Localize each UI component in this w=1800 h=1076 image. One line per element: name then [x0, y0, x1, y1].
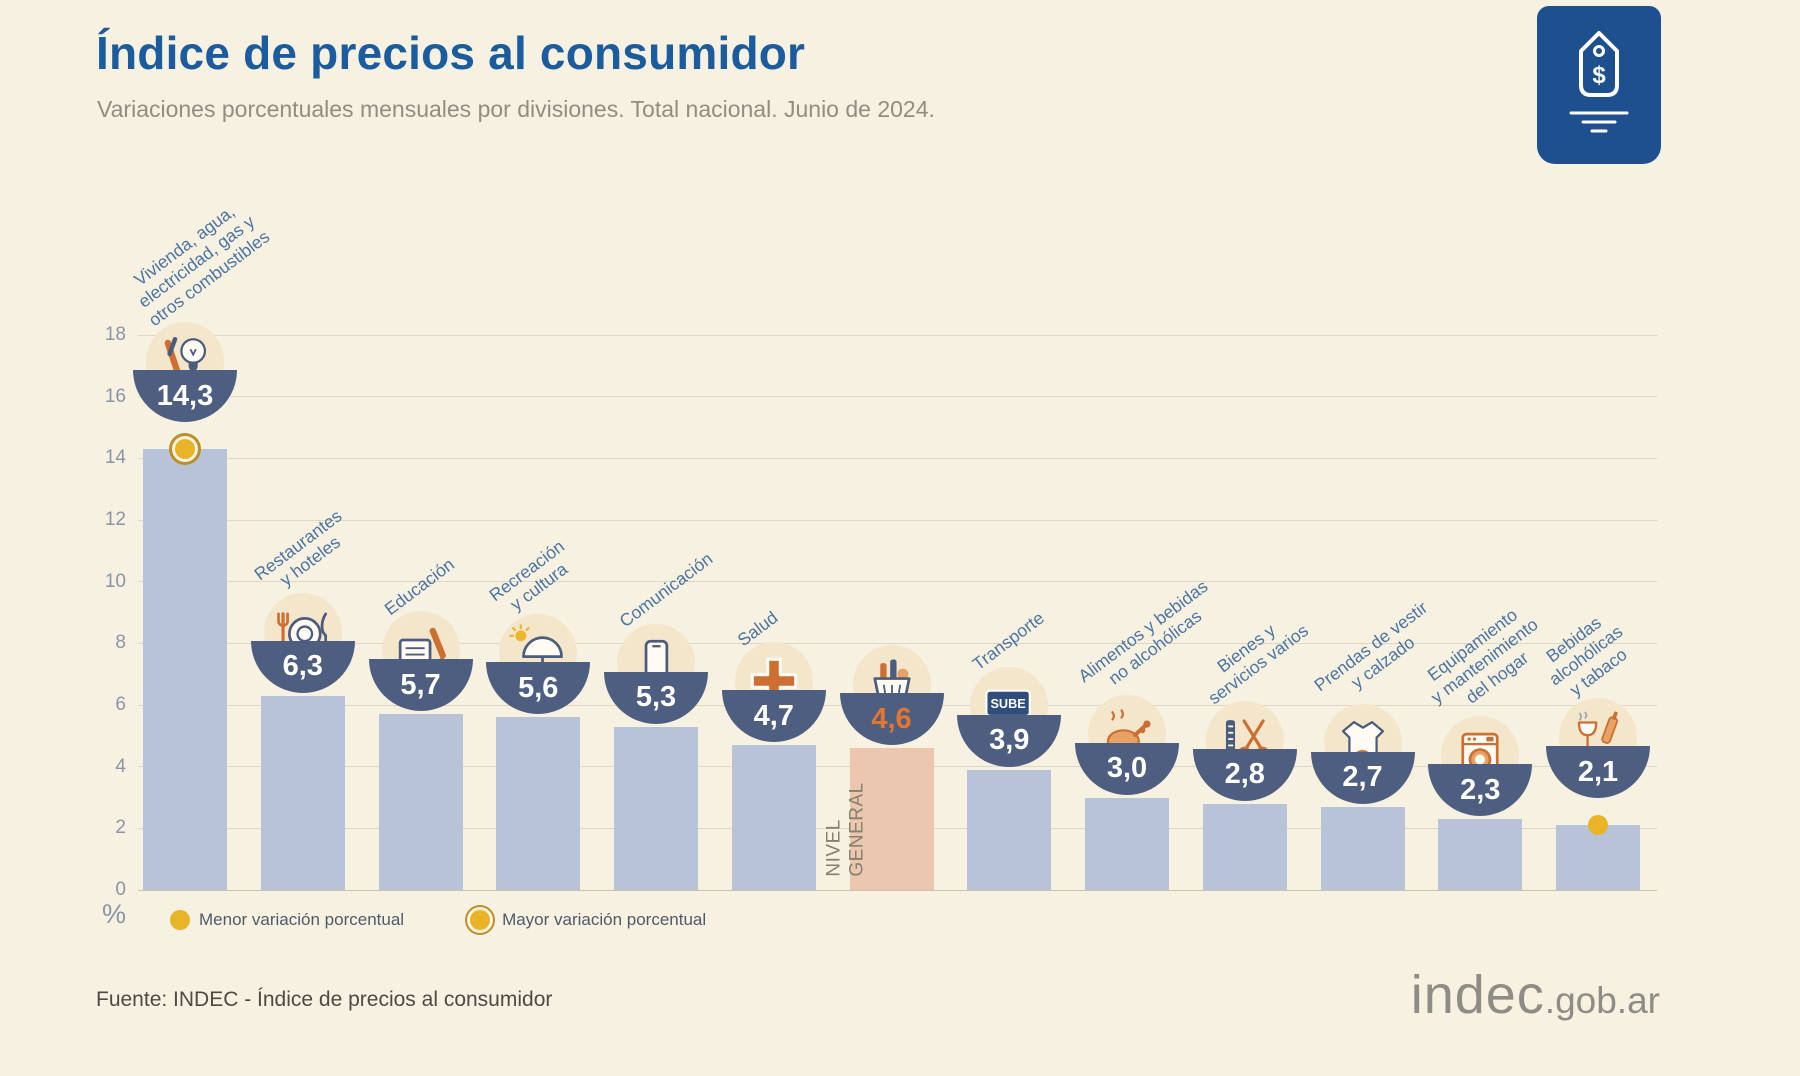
price-tag-logo: $: [1537, 6, 1661, 164]
value-badge: 5,7: [368, 611, 473, 712]
axis-tick-label: 8: [115, 632, 126, 654]
gridline: [138, 889, 1657, 891]
value-badge: 14,3: [133, 322, 237, 423]
axis-tick-label: 0: [115, 879, 126, 900]
min-variation-marker: [1588, 815, 1608, 836]
value-badge: 2,7: [1310, 703, 1415, 804]
gridline: [138, 642, 1657, 644]
value-badge: 6,3: [250, 592, 355, 693]
indec-logo-word: indec: [1410, 965, 1545, 1025]
value-bowl: 5,6: [486, 662, 591, 715]
value-bowl: 3,9: [957, 714, 1062, 767]
value-bowl: 4,6: [839, 693, 944, 746]
bar-educacion: [378, 714, 463, 890]
bar-comunicacion: [614, 726, 698, 890]
value-bowl: 5,3: [604, 671, 708, 724]
value-badge: SUBE 3,9: [957, 666, 1062, 767]
indec-logo: indec .gob.ar: [1411, 964, 1660, 1026]
bar-nivel-general: [849, 748, 934, 890]
value-label: 4,6: [871, 702, 912, 735]
bar-vivienda: [143, 449, 227, 890]
value-bowl: 14,3: [133, 370, 237, 423]
division-label: Comunicación: [615, 548, 717, 632]
legend: Menor variación porcentual Mayor variaci…: [170, 910, 706, 930]
value-bowl: 2,3: [1428, 764, 1533, 817]
value-label: 4,7: [753, 699, 794, 732]
min-variation-dot-icon: [170, 910, 190, 930]
value-badge: 5,3: [604, 623, 708, 724]
value-bowl: 4,7: [721, 690, 826, 743]
value-label: 5,7: [400, 668, 441, 701]
legend-max-label: Mayor variación porcentual: [502, 910, 707, 929]
source-text: Fuente: INDEC - Índice de precios al con…: [96, 988, 553, 1011]
value-label: 2,1: [1577, 755, 1619, 788]
value-badge: 4,6: [839, 645, 944, 746]
max-variation-marker: [175, 439, 195, 460]
bar-equipamiento: [1438, 819, 1523, 890]
value-label: 2,3: [1460, 773, 1501, 806]
value-label: 6,3: [282, 650, 323, 683]
division-label: Bebidas alcohólicas y tabaco: [1542, 612, 1631, 700]
division-label: Recreación y cultura: [485, 536, 572, 616]
division-label: Educación: [380, 553, 458, 619]
value-bowl: 6,3: [250, 640, 355, 693]
axis-tick-label: 6: [115, 694, 126, 715]
value-bowl: 2,1: [1546, 746, 1650, 799]
division-label: Prendas de vestir y calzado: [1309, 597, 1431, 696]
axis-tick-label: 10: [104, 570, 126, 592]
value-badge: 5,6: [486, 614, 591, 715]
value-badge: 4,7: [721, 642, 826, 743]
gridline: [138, 581, 1657, 583]
axis-tick-label: 16: [104, 385, 126, 407]
value-label: 2,7: [1342, 761, 1383, 794]
bar-recreacion: [496, 717, 581, 890]
max-variation-dot-icon: [470, 910, 491, 930]
page-title: Índice de precios al consumidor: [96, 27, 806, 79]
bar-restaurantes: [260, 695, 345, 890]
value-label: 3,9: [989, 724, 1030, 757]
bar-salud: [731, 745, 816, 890]
value-badge: 2,8: [1192, 700, 1297, 801]
value-badge: 2,1: [1546, 698, 1650, 799]
axis-tick-label: 12: [104, 509, 126, 530]
value-bowl: 2,8: [1192, 748, 1297, 801]
bar-alimentos: [1085, 797, 1169, 890]
gridline: [138, 396, 1657, 398]
value-label: 5,6: [518, 671, 559, 704]
page-subtitle: Variaciones porcentuales mensuales por d…: [97, 96, 935, 122]
currency-symbol: $: [1592, 62, 1606, 89]
axis-tick-label: 2: [115, 817, 126, 839]
gridline: [138, 334, 1657, 336]
value-bowl: 2,7: [1310, 751, 1415, 804]
value-bowl: 3,0: [1075, 742, 1179, 795]
value-label: 5,3: [635, 681, 677, 714]
value-label: 14,3: [156, 379, 214, 412]
division-label: Transporte: [968, 607, 1049, 675]
bar-bienes-servicios: [1202, 803, 1287, 890]
axis-tick-label: 4: [115, 755, 126, 777]
division-label: Bienes y servicios varios: [1204, 619, 1313, 709]
axis-unit-label: %: [101, 899, 126, 929]
value-label: 2,8: [1224, 758, 1265, 791]
value-badge: 3,0: [1075, 694, 1179, 795]
value-bowl: 5,7: [368, 659, 473, 712]
axis-tick-label: 14: [104, 447, 126, 469]
gridline: [138, 519, 1657, 521]
axis-tick-label: 18: [104, 324, 126, 345]
svg-text:SUBE: SUBE: [991, 697, 1026, 711]
legend-min-label: Menor variación porcentual: [199, 910, 405, 929]
value-label: 3,0: [1106, 752, 1148, 784]
bar-transporte: [967, 769, 1052, 890]
gridline: [138, 457, 1657, 459]
nivel-general-label: NIVEL GENERAL: [822, 782, 867, 877]
bar-bebidas-tabaco: [1556, 825, 1640, 890]
division-label: Vivienda, agua, electricidad, gas y otro…: [130, 200, 274, 330]
value-badge: 2,3: [1428, 716, 1533, 817]
price-tag-icon: $: [1569, 31, 1629, 133]
indec-logo-suffix: .gob.ar: [1544, 980, 1660, 1021]
bar-prendas: [1320, 806, 1405, 890]
